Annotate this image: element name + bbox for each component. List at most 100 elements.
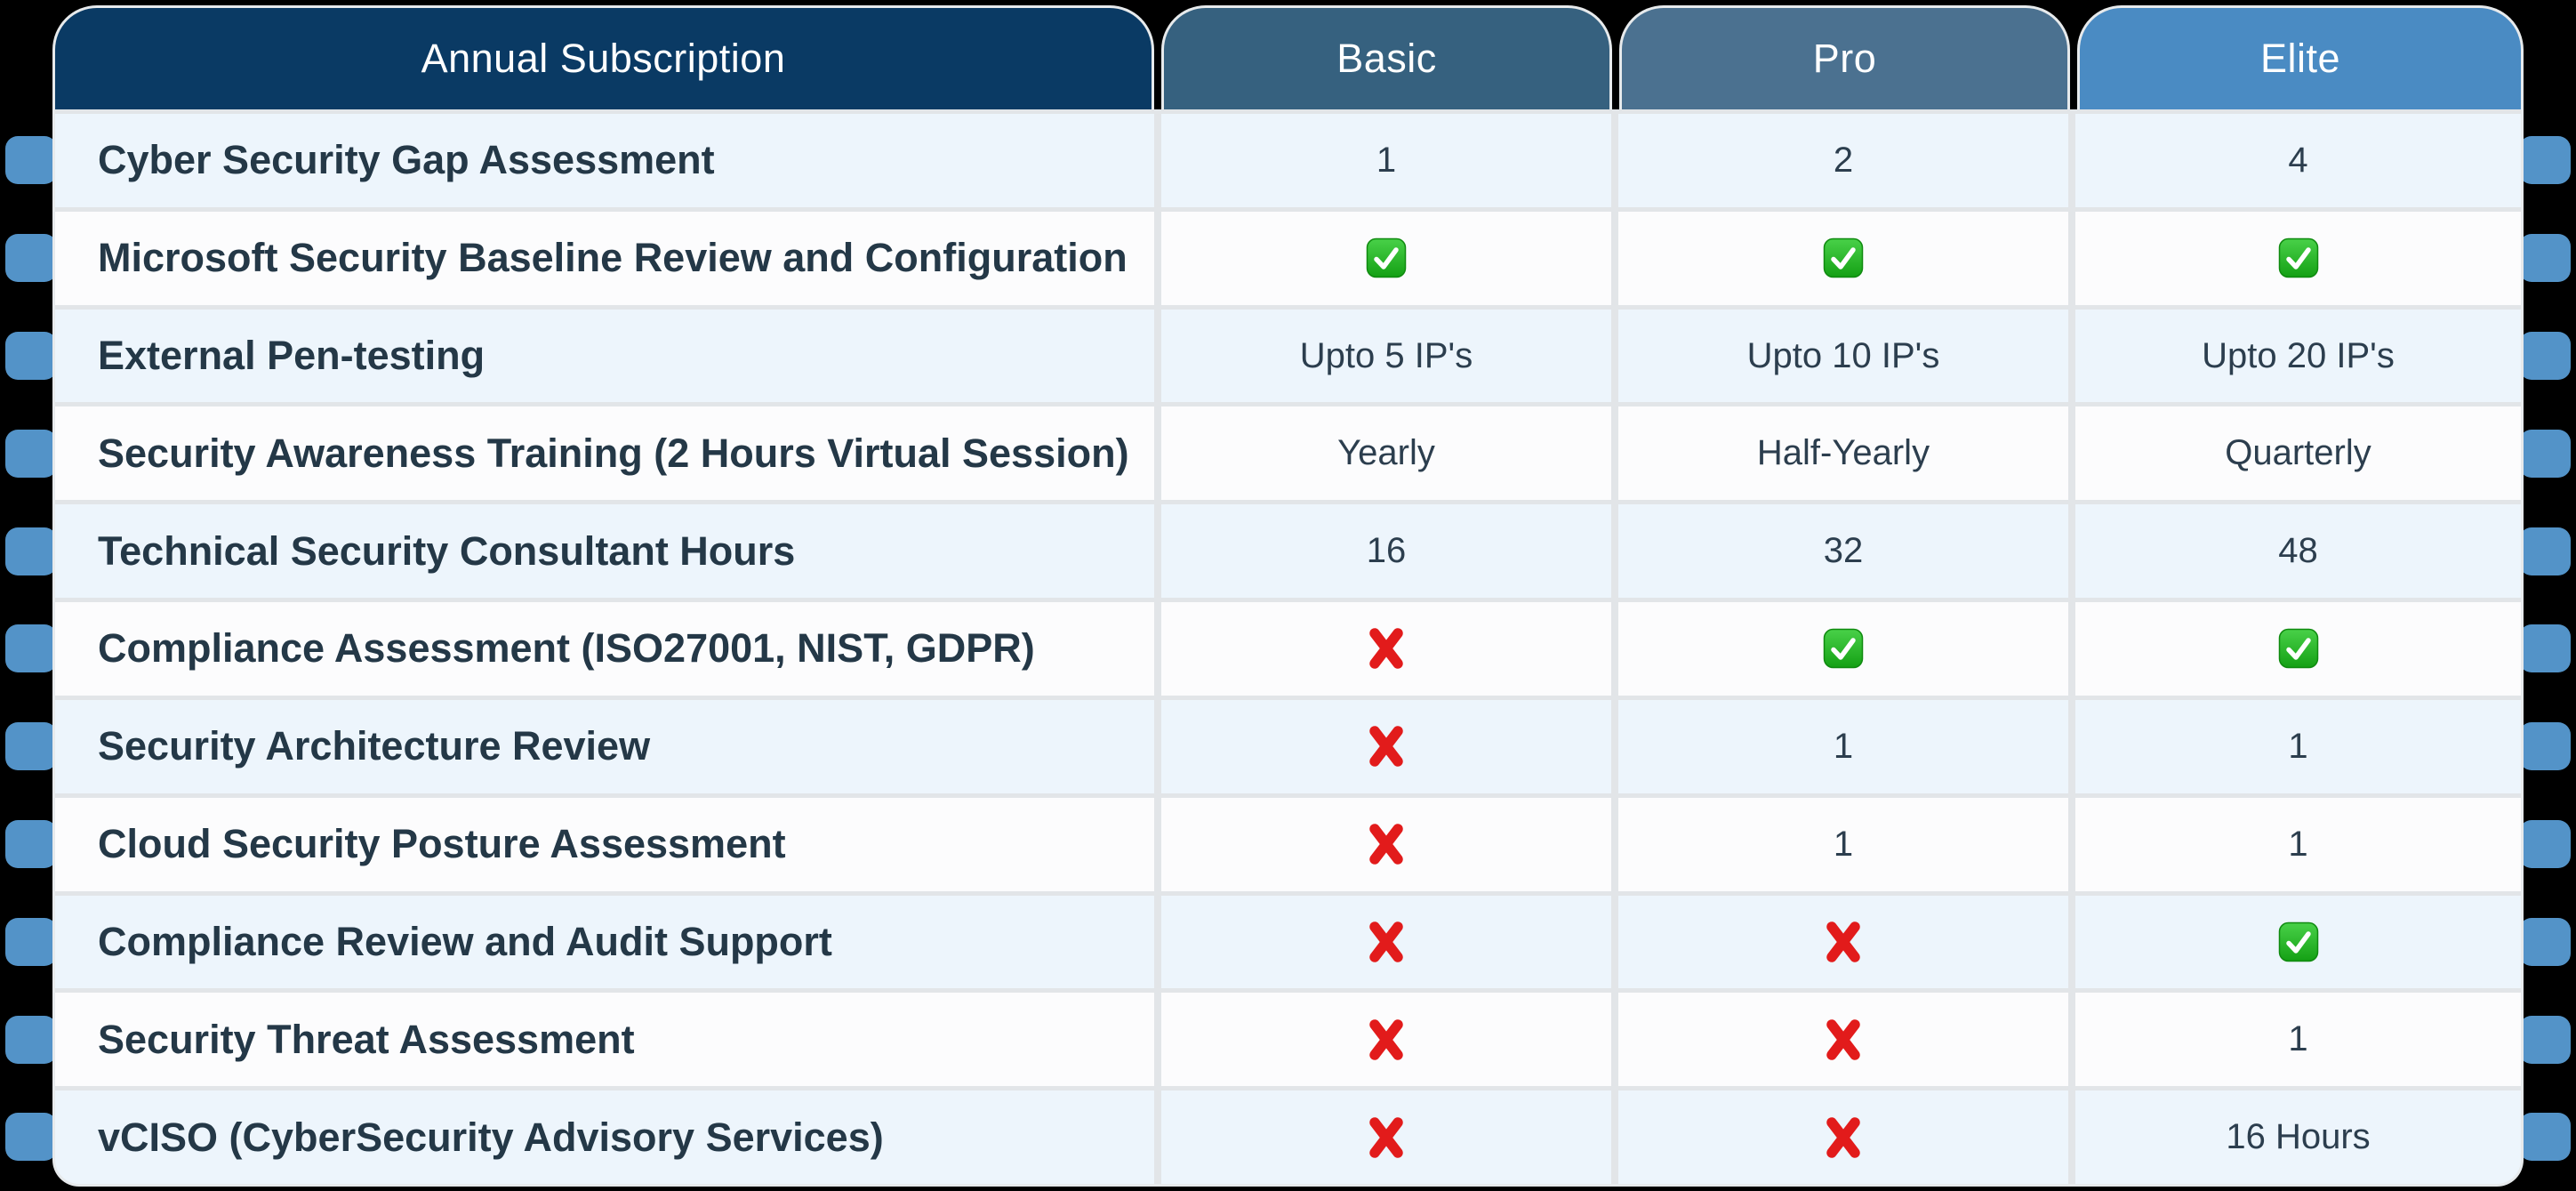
plan-header-row: Annual Subscription Basic Pro Elite xyxy=(52,5,2524,109)
check-icon xyxy=(2278,237,2319,278)
value-text: 2 xyxy=(1833,140,1854,180)
value-text: 32 xyxy=(1823,531,1864,571)
value-text: 1 xyxy=(2288,1019,2308,1059)
column-header-elite: Elite xyxy=(2077,5,2524,109)
basic-value-cell xyxy=(1161,993,1611,1087)
cross-icon xyxy=(1367,920,1406,964)
feature-cell: External Pen-testing xyxy=(55,309,1154,403)
value-text: Upto 5 IP's xyxy=(1299,335,1473,375)
check-icon xyxy=(2278,628,2319,669)
cross-icon xyxy=(1824,1018,1863,1062)
feature-label: External Pen-testing xyxy=(98,333,486,379)
row-tab-right xyxy=(2519,624,2571,673)
row-tab-left xyxy=(5,234,57,283)
row-tab-right xyxy=(2519,1015,2571,1064)
feature-label: Cloud Security Posture Assessment xyxy=(98,821,786,867)
elite-value-cell xyxy=(2075,211,2521,305)
check-icon xyxy=(2278,921,2319,962)
feature-label: vCISO (CyberSecurity Advisory Services) xyxy=(98,1114,884,1160)
row-tab-right xyxy=(2519,234,2571,283)
value-text: Half-Yearly xyxy=(1756,433,1930,473)
cross-icon xyxy=(1367,626,1406,671)
pro-value-cell: Upto 10 IP's xyxy=(1618,309,2068,403)
elite-value-cell: 4 xyxy=(2075,114,2521,207)
check-icon xyxy=(1823,237,1864,278)
row-tab-left xyxy=(5,917,57,966)
feature-cell: vCISO (CyberSecurity Advisory Services) xyxy=(55,1090,1154,1184)
feature-cell: Compliance Assessment (ISO27001, NIST, G… xyxy=(55,602,1154,696)
value-text: 1 xyxy=(2288,726,2308,766)
row-tab-left xyxy=(5,722,57,771)
pro-value-cell: 2 xyxy=(1618,114,2068,207)
row-tab-left xyxy=(5,332,57,380)
basic-value-cell xyxy=(1161,699,1611,793)
value-text: Upto 20 IP's xyxy=(2202,335,2395,375)
basic-value-cell xyxy=(1161,211,1611,305)
elite-value-cell: 1 xyxy=(2075,797,2521,891)
feature-cell: Compliance Review and Audit Support xyxy=(55,895,1154,989)
feature-cell: Security Awareness Training (2 Hours Vir… xyxy=(55,406,1154,501)
elite-value-cell xyxy=(2075,602,2521,696)
elite-value-cell xyxy=(2075,895,2521,989)
value-text: 1 xyxy=(2288,824,2308,864)
basic-value-cell: Yearly xyxy=(1161,406,1611,501)
basic-value-cell: 1 xyxy=(1161,114,1611,207)
basic-value-cell xyxy=(1161,1090,1611,1184)
check-icon xyxy=(1823,628,1864,669)
value-text: Upto 10 IP's xyxy=(1746,335,1940,375)
check-icon xyxy=(1366,237,1407,278)
feature-label: Security Awareness Training (2 Hours Vir… xyxy=(98,430,1129,476)
feature-label: Cyber Security Gap Assessment xyxy=(98,137,715,183)
column-header-annual-subscription: Annual Subscription xyxy=(52,5,1154,109)
row-tab-left xyxy=(5,624,57,673)
feature-cell: Security Threat Assessment xyxy=(55,993,1154,1087)
elite-value-cell: Quarterly xyxy=(2075,406,2521,501)
row-tab-right xyxy=(2519,429,2571,478)
feature-label: Security Threat Assessment xyxy=(98,1016,635,1062)
value-text: 1 xyxy=(1833,726,1854,766)
row-tab-right xyxy=(2519,332,2571,380)
row-tab-right xyxy=(2519,527,2571,575)
feature-cell: Technical Security Consultant Hours xyxy=(55,504,1154,599)
feature-label: Technical Security Consultant Hours xyxy=(98,527,796,574)
row-tab-right xyxy=(2519,820,2571,868)
cross-icon xyxy=(1824,920,1863,964)
row-tab-left xyxy=(5,429,57,478)
row-tab-left xyxy=(5,820,57,868)
pro-value-cell: 1 xyxy=(1618,797,2068,891)
row-tab-left xyxy=(5,136,57,185)
elite-value-cell: 16 Hours xyxy=(2075,1090,2521,1184)
value-text: 16 Hours xyxy=(2226,1117,2371,1157)
basic-value-cell xyxy=(1161,602,1611,696)
feature-label: Microsoft Security Baseline Review and C… xyxy=(98,235,1128,281)
row-tab-left xyxy=(5,1015,57,1064)
value-text: 16 xyxy=(1366,531,1407,571)
basic-value-cell: Upto 5 IP's xyxy=(1161,309,1611,403)
row-tab-right xyxy=(2519,1113,2571,1162)
elite-value-cell: 1 xyxy=(2075,993,2521,1087)
row-tab-right xyxy=(2519,917,2571,966)
value-text: 48 xyxy=(2278,531,2318,571)
pro-value-cell xyxy=(1618,602,2068,696)
cross-icon xyxy=(1367,822,1406,866)
feature-cell: Cloud Security Posture Assessment xyxy=(55,797,1154,891)
cross-icon xyxy=(1367,1115,1406,1160)
feature-label: Security Architecture Review xyxy=(98,723,651,769)
row-tab-right xyxy=(2519,136,2571,185)
row-tab-left xyxy=(5,527,57,575)
pro-value-cell xyxy=(1618,211,2068,305)
pro-value-cell: 32 xyxy=(1618,504,2068,599)
pro-value-cell xyxy=(1618,993,2068,1087)
feature-cell: Security Architecture Review xyxy=(55,699,1154,793)
basic-value-cell xyxy=(1161,895,1611,989)
cross-icon xyxy=(1367,724,1406,769)
basic-value-cell: 16 xyxy=(1161,504,1611,599)
value-text: 1 xyxy=(1833,824,1854,864)
cross-icon xyxy=(1367,1018,1406,1062)
elite-value-cell: 1 xyxy=(2075,699,2521,793)
value-text: Quarterly xyxy=(2225,433,2371,473)
column-header-pro: Pro xyxy=(1619,5,2070,109)
pro-value-cell xyxy=(1618,1090,2068,1184)
feature-label: Compliance Assessment (ISO27001, NIST, G… xyxy=(98,625,1035,672)
